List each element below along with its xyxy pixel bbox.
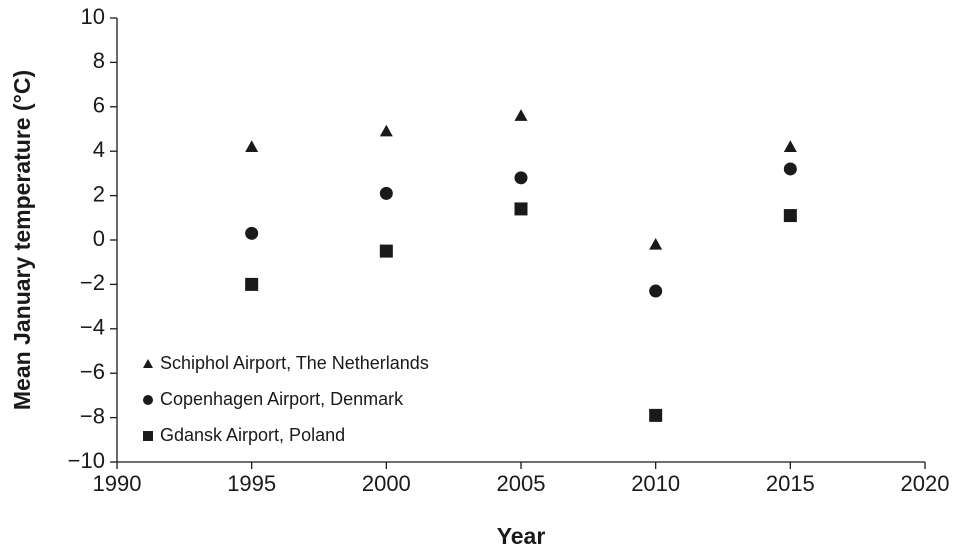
x-tick-label: 2005: [497, 471, 546, 496]
square-marker: [143, 431, 153, 441]
y-tick-label: −8: [80, 403, 105, 428]
triangle-marker: [783, 140, 797, 152]
x-tick-label: 1990: [93, 471, 142, 496]
triangle-marker: [514, 109, 528, 121]
circle-marker: [245, 226, 259, 240]
y-tick-label: −2: [80, 270, 105, 295]
y-axis-title: Mean January temperature (°C): [9, 70, 35, 410]
y-tick-label: −6: [80, 359, 105, 384]
legend-label: Gdansk Airport, Poland: [160, 425, 345, 445]
square-marker: [514, 202, 528, 216]
square-marker: [379, 244, 393, 258]
x-tick-label: 2010: [631, 471, 680, 496]
y-tick-label: 6: [93, 93, 105, 118]
circle-marker: [514, 171, 528, 185]
y-tick-label: 2: [93, 181, 105, 206]
y-tick-label: 4: [93, 137, 105, 162]
y-tick-label: −4: [80, 315, 105, 340]
x-tick-label: 2020: [901, 471, 950, 496]
triangle-marker: [379, 124, 393, 137]
y-tick-label: 8: [93, 48, 105, 73]
legend-label: Copenhagen Airport, Denmark: [160, 389, 404, 409]
x-tick-label: 2015: [766, 471, 815, 496]
circle-marker: [783, 162, 797, 176]
x-axis-title: Year: [497, 523, 546, 549]
y-tick-label: 10: [81, 4, 105, 29]
triangle-marker: [143, 359, 153, 368]
circle-marker: [379, 186, 393, 200]
circle-marker: [649, 284, 663, 298]
y-tick-label: 0: [93, 226, 105, 251]
x-tick-label: 2000: [362, 471, 411, 496]
square-marker: [245, 277, 259, 291]
triangle-marker: [245, 140, 259, 152]
x-tick-label: 1995: [227, 471, 276, 496]
y-tick-label: −10: [68, 448, 105, 473]
legend-label: Schiphol Airport, The Netherlands: [160, 353, 429, 373]
triangle-marker: [649, 237, 663, 250]
square-marker: [783, 209, 797, 223]
square-marker: [649, 408, 663, 422]
circle-marker: [143, 395, 153, 405]
